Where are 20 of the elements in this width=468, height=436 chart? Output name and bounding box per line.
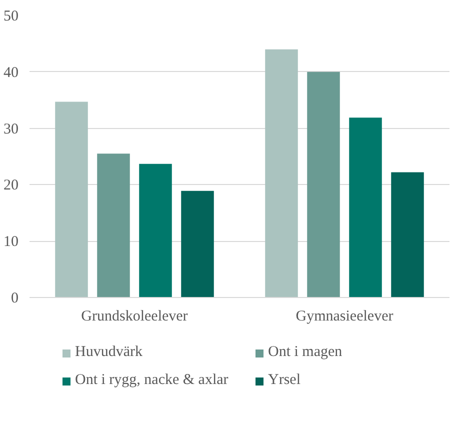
legend-label: Ont i rygg, nacke & axlar — [75, 372, 230, 389]
bar — [349, 118, 382, 298]
bar — [307, 72, 340, 298]
y-tick-label: 10 — [4, 234, 18, 250]
bar — [181, 190, 214, 298]
y-tick-label: 30 — [4, 121, 18, 138]
legend-label: Ont i magen — [268, 344, 344, 361]
y-tick-label: 20 — [4, 178, 18, 194]
legend-label: Huvudvärk — [75, 344, 144, 361]
y-tick-label: 40 — [4, 64, 18, 81]
bar — [55, 102, 88, 298]
legend-label: Yrsel — [268, 372, 302, 389]
y-tick-label: 0 — [11, 290, 18, 306]
bar — [139, 164, 172, 298]
bar — [97, 154, 130, 298]
bar — [265, 49, 298, 298]
y-tick-label: 50 — [4, 8, 18, 24]
bar — [391, 172, 424, 298]
x-tick-label: Grundskoleelever — [81, 308, 188, 324]
x-tick-label: Gymnasieelever — [296, 308, 394, 324]
